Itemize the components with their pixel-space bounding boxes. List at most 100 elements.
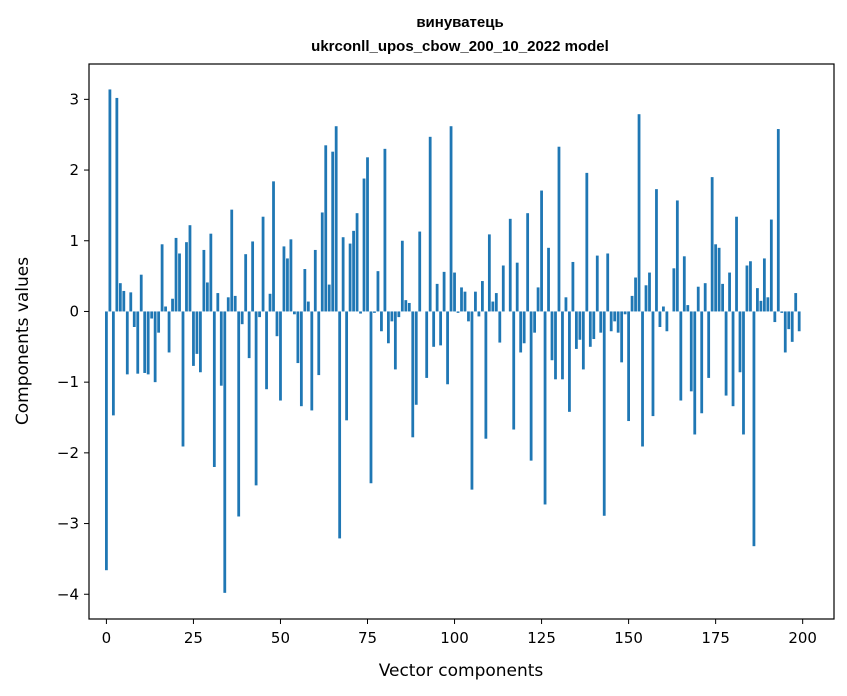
bar-1 bbox=[108, 89, 112, 312]
bar-42 bbox=[251, 241, 255, 312]
x-tick-label: 50 bbox=[271, 629, 290, 647]
bar-185 bbox=[749, 261, 752, 312]
bar-131 bbox=[561, 311, 564, 380]
bar-102 bbox=[460, 287, 463, 312]
bar-89 bbox=[414, 311, 418, 405]
bar-36 bbox=[230, 209, 234, 312]
x-tick-label: 0 bbox=[102, 629, 112, 647]
bar-13 bbox=[150, 311, 154, 319]
bar-187 bbox=[756, 288, 759, 312]
bar-103 bbox=[463, 291, 467, 312]
bar-105 bbox=[470, 311, 474, 490]
bar-108 bbox=[481, 281, 484, 312]
bar-29 bbox=[205, 282, 209, 312]
bar-100 bbox=[453, 272, 456, 312]
bar-78 bbox=[376, 271, 380, 312]
bar-0 bbox=[105, 311, 108, 571]
bar-22 bbox=[181, 311, 185, 447]
bar-97 bbox=[442, 271, 446, 312]
bar-145 bbox=[609, 311, 613, 332]
y-tick-label: −2 bbox=[57, 444, 79, 462]
x-tick-label: 25 bbox=[184, 629, 203, 647]
bar-127 bbox=[547, 247, 550, 312]
bar-51 bbox=[282, 246, 286, 312]
bar-25 bbox=[192, 311, 195, 366]
bar-87 bbox=[407, 302, 411, 312]
bar-88 bbox=[411, 311, 415, 438]
bar-72 bbox=[355, 213, 359, 312]
x-tick-label: 100 bbox=[440, 629, 469, 647]
bar-107 bbox=[477, 311, 481, 317]
bar-158 bbox=[655, 189, 658, 312]
bar-68 bbox=[341, 237, 345, 312]
bar-9 bbox=[136, 311, 140, 374]
bar-117 bbox=[512, 311, 516, 430]
bar-79 bbox=[380, 311, 383, 332]
bar-61 bbox=[317, 311, 321, 376]
bar-111 bbox=[491, 301, 495, 312]
bar-168 bbox=[689, 311, 693, 392]
bar-171 bbox=[700, 311, 704, 414]
y-tick-label: 1 bbox=[69, 232, 79, 250]
bar-106 bbox=[474, 291, 477, 312]
bar-188 bbox=[759, 300, 763, 312]
bar-95 bbox=[435, 283, 439, 312]
bar-152 bbox=[634, 277, 637, 312]
bar-40 bbox=[244, 254, 248, 312]
bar-138 bbox=[585, 172, 589, 312]
bar-119 bbox=[519, 311, 523, 353]
bar-121 bbox=[526, 213, 530, 312]
bar-15 bbox=[157, 311, 161, 333]
bar-139 bbox=[588, 311, 592, 347]
bar-159 bbox=[658, 311, 662, 327]
bar-44 bbox=[258, 311, 261, 318]
bar-101 bbox=[456, 311, 460, 313]
y-tick-label: −4 bbox=[57, 585, 79, 603]
bar-196 bbox=[787, 311, 791, 330]
bar-53 bbox=[289, 239, 293, 312]
bar-199 bbox=[797, 311, 801, 332]
bar-149 bbox=[623, 311, 627, 315]
bar-28 bbox=[202, 249, 206, 312]
bar-109 bbox=[484, 311, 488, 439]
bar-114 bbox=[501, 265, 505, 312]
bar-125 bbox=[540, 190, 543, 312]
bar-144 bbox=[606, 253, 610, 312]
bar-27 bbox=[199, 311, 202, 373]
bar-184 bbox=[745, 265, 749, 312]
bar-54 bbox=[293, 311, 296, 315]
bar-74 bbox=[362, 178, 366, 312]
bar-26 bbox=[195, 311, 199, 354]
bar-33 bbox=[219, 311, 223, 386]
bar-189 bbox=[762, 258, 766, 312]
bar-192 bbox=[773, 311, 777, 323]
x-tick-label: 75 bbox=[358, 629, 377, 647]
bar-98 bbox=[446, 311, 449, 385]
bar-182 bbox=[738, 311, 742, 373]
bar-17 bbox=[164, 306, 167, 312]
bar-134 bbox=[571, 261, 575, 312]
bar-154 bbox=[641, 311, 644, 447]
x-tick-label: 125 bbox=[527, 629, 556, 647]
bar-31 bbox=[212, 311, 216, 467]
x-tick-label: 200 bbox=[788, 629, 817, 647]
bar-50 bbox=[279, 311, 282, 401]
bar-81 bbox=[387, 311, 390, 344]
bar-113 bbox=[498, 311, 502, 343]
bar-16 bbox=[160, 244, 164, 312]
bar-96 bbox=[439, 311, 443, 346]
bar-126 bbox=[543, 311, 547, 505]
bar-19 bbox=[171, 298, 174, 312]
bar-60 bbox=[313, 249, 317, 312]
bar-8 bbox=[132, 311, 136, 327]
bar-194 bbox=[780, 311, 784, 313]
chart-title: винуватець bbox=[416, 14, 503, 31]
bar-116 bbox=[508, 218, 512, 312]
x-axis-ticks: 0 25 50 75 100 125 150 175 200 bbox=[102, 619, 817, 647]
bar-191 bbox=[769, 219, 773, 312]
bar-63 bbox=[324, 145, 328, 312]
bar-155 bbox=[644, 285, 648, 312]
bar-163 bbox=[672, 268, 676, 312]
bar-177 bbox=[721, 283, 724, 312]
